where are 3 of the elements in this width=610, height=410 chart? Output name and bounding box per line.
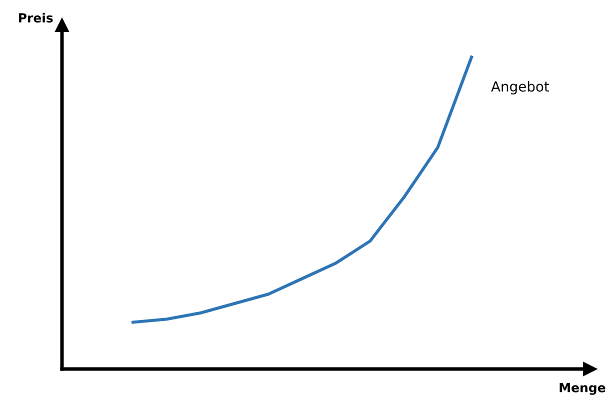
text: Preis: [18, 12, 53, 23]
series-label: Angebot: [491, 80, 550, 94]
text: Menge: [560, 383, 606, 395]
